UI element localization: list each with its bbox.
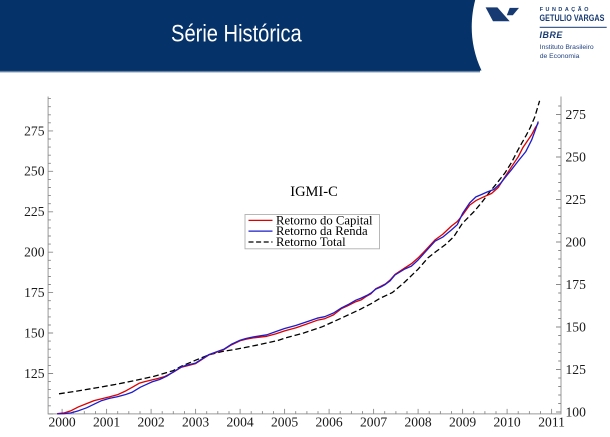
svg-text:2007: 2007 [360, 414, 387, 429]
svg-text:2009: 2009 [449, 414, 476, 429]
svg-text:2002: 2002 [138, 414, 165, 429]
svg-text:2004: 2004 [227, 414, 254, 429]
svg-text:Retorno do Capital: Retorno do Capital [276, 213, 373, 227]
svg-text:2005: 2005 [271, 414, 298, 429]
svg-text:200: 200 [566, 234, 587, 249]
svg-text:225: 225 [566, 192, 587, 207]
svg-text:2008: 2008 [405, 414, 432, 429]
svg-text:150: 150 [566, 319, 587, 334]
svg-text:100: 100 [566, 404, 587, 419]
svg-text:150: 150 [24, 325, 45, 340]
svg-text:2001: 2001 [93, 414, 120, 429]
svg-text:225: 225 [24, 204, 45, 219]
svg-text:2010: 2010 [494, 414, 521, 429]
svg-text:GETULIO VARGAS: GETULIO VARGAS [540, 13, 605, 23]
svg-text:IGMI-C: IGMI-C [290, 184, 338, 200]
svg-text:175: 175 [24, 285, 45, 300]
svg-text:275: 275 [566, 107, 587, 122]
svg-text:2011: 2011 [538, 414, 565, 429]
svg-text:2006: 2006 [316, 414, 343, 429]
svg-text:Série Histórica: Série Histórica [171, 21, 302, 48]
svg-text:250: 250 [24, 164, 45, 179]
svg-text:FUNDAÇÃO: FUNDAÇÃO [540, 6, 591, 13]
svg-text:2003: 2003 [182, 414, 209, 429]
svg-text:275: 275 [24, 123, 45, 138]
svg-text:Retorno da Renda: Retorno da Renda [276, 224, 368, 238]
svg-text:125: 125 [24, 366, 45, 381]
svg-text:175: 175 [566, 277, 587, 292]
svg-text:Retorno Total: Retorno Total [276, 235, 346, 249]
svg-text:200: 200 [24, 245, 45, 260]
svg-text:de Economia: de Economia [540, 53, 580, 60]
svg-text:IBRE: IBRE [540, 30, 564, 40]
svg-text:250: 250 [566, 149, 587, 164]
svg-text:2000: 2000 [49, 414, 76, 429]
svg-text:Instituto Brasileiro: Instituto Brasileiro [540, 44, 594, 51]
svg-text:125: 125 [566, 362, 587, 377]
